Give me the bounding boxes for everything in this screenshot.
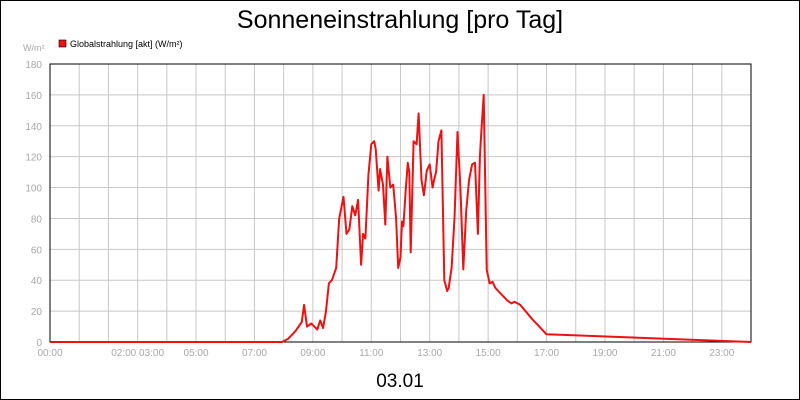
date-label: 03.01	[376, 371, 424, 392]
chart-title: Sonneneinstrahlung [pro Tag]	[237, 6, 563, 34]
y-tick-label: 80	[31, 214, 43, 225]
x-tick-label: 02:00 03:00	[111, 348, 164, 359]
vertical-gridlines	[78, 64, 723, 342]
x-tick-label: 00:00	[37, 348, 62, 359]
y-tick-label: 120	[25, 153, 42, 164]
plot-area	[49, 63, 752, 343]
x-axis-tick-labels: 00:00 02:00 03:00 05:00 07:00 09:00 11:00 13:0…	[37, 348, 734, 359]
y-tick-label: 0	[36, 338, 42, 349]
y-tick-label: 100	[25, 184, 42, 195]
y-axis-unit: W/m²	[23, 43, 45, 53]
horizontal-gridlines	[50, 94, 751, 312]
y-tick-label: 40	[31, 276, 43, 287]
x-tick-label: 21:00	[651, 348, 676, 359]
y-tick-label: 20	[31, 307, 43, 318]
x-tick-label: 23:00	[709, 348, 734, 359]
x-tick-label: 11:00	[359, 348, 384, 359]
y-tick-label: 60	[31, 245, 43, 256]
legend-label: Globalstrahlung [akt] (W/m²)	[70, 39, 183, 49]
y-tick-label: 160	[25, 91, 42, 102]
x-tick-label: 05:00	[184, 348, 209, 359]
x-tick-label: 17:00	[534, 348, 559, 359]
x-tick-label: 07:00	[242, 348, 267, 359]
legend-swatch	[58, 39, 67, 48]
series-line-globalstrahlung	[50, 93, 752, 343]
legend: Globalstrahlung [akt] (W/m²)	[58, 39, 183, 49]
x-tick-label: 15:00	[476, 348, 501, 359]
y-tick-label: 180	[25, 60, 42, 71]
y-axis-tick-labels: 0 20 40 60 80 100 120 140 160 180	[25, 60, 42, 349]
x-tick-label: 13:00	[417, 348, 442, 359]
x-tick-label: 09:00	[300, 348, 325, 359]
y-tick-label: 140	[25, 122, 42, 133]
x-tick-label: 19:00	[592, 348, 617, 359]
